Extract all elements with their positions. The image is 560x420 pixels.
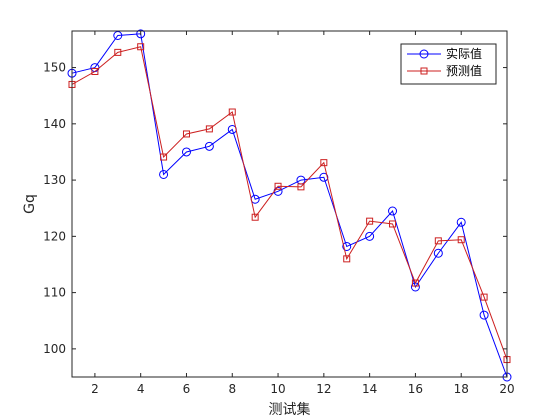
y-tick-label: 100: [43, 342, 66, 356]
x-tick-label: 14: [362, 382, 377, 396]
data-point: [251, 213, 259, 221]
series-2: [68, 43, 511, 364]
data-point: [480, 293, 488, 301]
data-point: [388, 206, 398, 216]
plot-frame: [71, 30, 508, 378]
data-point: [366, 217, 374, 225]
data-point: [342, 241, 352, 251]
data-point: [159, 169, 169, 179]
ticks-layer: 2 4 6 8 10 12 14 16 18 20 100 110 120 130 140 150: [43, 31, 515, 396]
y-tick-label: 120: [43, 229, 66, 243]
plot-area: [72, 31, 507, 377]
data-point: [274, 182, 282, 190]
x-tick-label: 20: [499, 382, 514, 396]
data-point: [136, 29, 146, 39]
x-tick-label: 8: [228, 382, 236, 396]
data-point: [320, 159, 328, 167]
x-tick-label: 10: [270, 382, 285, 396]
legend-label: 预测值: [446, 63, 482, 78]
data-point: [456, 217, 466, 227]
series-line: [71, 46, 508, 360]
data-point: [297, 183, 305, 191]
series-line: [71, 33, 508, 378]
data-point: [343, 255, 351, 263]
legend-marker: [420, 67, 428, 75]
y-axis-label: Gq: [22, 194, 38, 214]
data-point: [181, 147, 191, 157]
x-tick-label: 4: [137, 382, 145, 396]
data-point: [160, 153, 168, 161]
y-tick-label: 130: [43, 173, 66, 187]
legend-label: 实际值: [446, 46, 482, 61]
data-point: [319, 172, 329, 182]
data-point: [114, 48, 122, 56]
legend-item-1: 实际值: [407, 46, 482, 61]
data-point: [389, 220, 397, 228]
y-tick-label: 140: [43, 117, 66, 131]
data-point: [411, 279, 419, 287]
x-tick-label: 6: [183, 382, 191, 396]
data-point: [228, 108, 236, 116]
x-tick-label: 12: [316, 382, 331, 396]
data-point: [182, 130, 190, 138]
data-point: [137, 43, 145, 51]
legend-marker: [419, 49, 429, 59]
legend-box: [400, 43, 497, 85]
data-point: [479, 310, 489, 320]
series-layer: [67, 29, 512, 382]
x-axis-label: 测试集: [269, 401, 311, 418]
legend-item-2: 预测值: [407, 63, 482, 78]
data-point: [204, 141, 214, 151]
data-point: [365, 231, 375, 241]
data-point: [113, 31, 123, 41]
y-tick-label: 110: [43, 286, 66, 300]
data-point: [205, 125, 213, 133]
data-point: [433, 248, 443, 258]
x-tick-label: 2: [91, 382, 99, 396]
x-tick-label: 16: [408, 382, 423, 396]
data-point: [434, 237, 442, 245]
x-tick-label: 18: [454, 382, 469, 396]
data-point: [457, 236, 465, 244]
data-point: [91, 68, 99, 76]
y-tick-label: 150: [43, 61, 66, 75]
